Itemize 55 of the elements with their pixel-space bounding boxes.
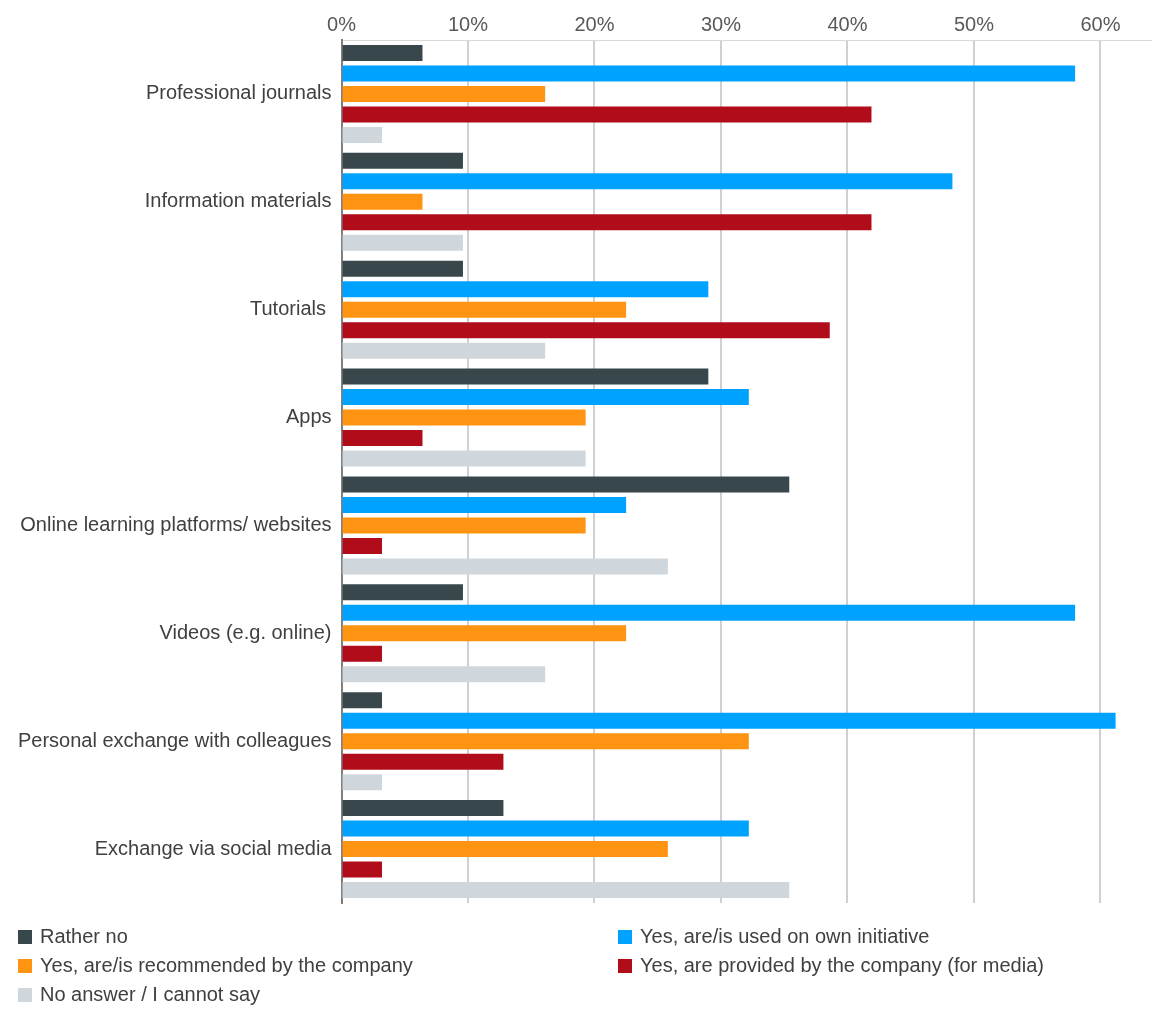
bar: [342, 126, 383, 143]
x-tick-label: 30%: [700, 12, 742, 35]
y-tick-label: Online learning platforms/ websites: [20, 512, 332, 535]
bar: [342, 841, 668, 858]
bar: [342, 517, 586, 534]
bar: [342, 645, 383, 662]
bar: [342, 85, 546, 102]
bar: [342, 193, 423, 210]
bar: [342, 604, 1076, 621]
bar: [342, 281, 709, 298]
y-tick-label: Exchange via social media: [94, 836, 333, 859]
bar: [342, 65, 1076, 82]
bar: [342, 409, 586, 426]
y-tick-label: Personal exchange with colleagues: [17, 728, 332, 751]
bar: [342, 260, 463, 277]
bar: [342, 820, 749, 837]
legend-label: Yes, are/is used on own initiative: [640, 925, 930, 948]
bar: [342, 234, 463, 251]
y-tick-label: Apps: [285, 405, 332, 428]
x-tick-label: 60%: [1080, 12, 1121, 35]
bar: [342, 430, 423, 447]
x-tick-label: 0%: [327, 12, 357, 35]
bar: [342, 774, 383, 791]
bar: [342, 44, 423, 61]
x-tick-label: 20%: [574, 12, 615, 35]
y-tick-label: Videos (e.g. online): [159, 620, 332, 643]
bar: [342, 368, 709, 385]
bar: [342, 692, 383, 709]
bar: [342, 861, 383, 878]
bar: [342, 322, 830, 339]
bar: [342, 733, 749, 750]
y-tick-label: Tutorials: [250, 297, 332, 320]
bar: [342, 537, 383, 554]
y-tick-label: Information materials: [144, 189, 332, 212]
bar: [342, 496, 627, 513]
bar: [342, 214, 872, 231]
bar: [342, 800, 504, 817]
legend-label: No answer / I cannot say: [40, 983, 261, 1006]
legend-label: Yes, are provided by the company (for media): [640, 954, 1044, 977]
bar: [342, 173, 953, 190]
bar: [342, 301, 627, 318]
y-tick-label: Professional journals: [145, 81, 332, 104]
bar: [342, 476, 790, 493]
legend-label: Rather no: [40, 925, 128, 948]
bar: [342, 152, 463, 169]
bar: [342, 389, 749, 406]
bar: [342, 712, 1116, 729]
legend-label: Yes, are/is recommended by the company: [40, 954, 413, 977]
x-tick-label: 40%: [827, 12, 868, 35]
x-tick-label: 50%: [953, 12, 995, 35]
bar: [342, 753, 504, 770]
x-tick-label: 10%: [448, 12, 489, 35]
bar: [342, 625, 627, 642]
bar: [342, 584, 463, 601]
bar: [342, 106, 872, 123]
